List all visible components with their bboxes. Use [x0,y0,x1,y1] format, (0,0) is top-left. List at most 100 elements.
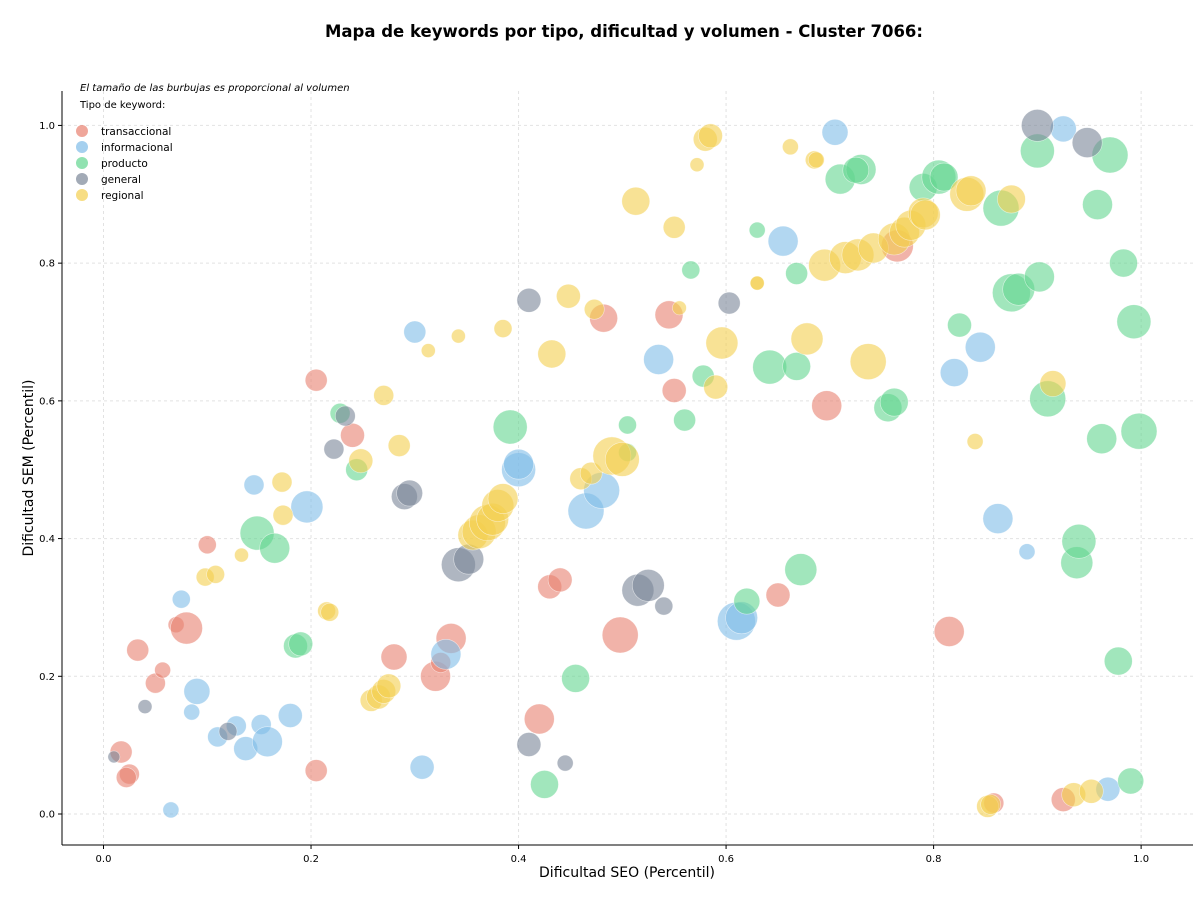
bubble-regional [966,433,984,450]
x-ticks: 0.0 0.2 0.4 0.6 0.8 1.0 [96,845,1149,865]
bubble-producto [748,221,766,239]
bubble-informacional [162,801,180,819]
size-note: El tamaño de las burbujas es proporciona… [80,83,350,94]
bubble-general [1071,127,1103,158]
bubble-regional [271,471,293,493]
bubble-producto [681,260,701,280]
bubble-informacional [767,225,799,257]
bubble-informacional [643,344,674,375]
bubble-general [516,287,542,313]
bubble-producto [1061,523,1097,559]
bubble-producto [1104,646,1133,676]
x-tick-label: 0.8 [926,854,942,865]
bubble-producto [259,532,291,564]
x-tick-label: 1.0 [1133,854,1149,865]
bubble-general [323,438,345,460]
bubble-informacional [183,678,211,705]
bubble-informacional [939,358,969,387]
bubble-general [218,722,238,741]
bubble-regional [997,184,1026,214]
y-tick-label: 0.2 [39,672,55,683]
bubble-producto [1116,304,1152,340]
bubble-producto [733,587,761,615]
bubble-informacional [821,119,849,146]
bubble-informacional [290,490,324,524]
bubble-regional [807,151,825,169]
bubble-transaccional [340,422,365,448]
bubble-transaccional [547,567,573,593]
bubble-informacional [183,703,200,721]
bubble-regional [980,794,1002,815]
legend-label-general: general [101,174,141,186]
bubble-transaccional [765,582,791,608]
bubble-informacional [243,474,265,496]
bubble-regional [493,319,513,338]
legend-marker-transaccional [76,125,88,137]
bubble-regional [1039,370,1067,397]
bubble-producto [530,770,559,799]
bubble-producto [1117,767,1144,795]
bubble-regional [689,157,705,172]
bubble-informacional [1018,543,1036,561]
legend-marker-regional [76,189,88,201]
bubble-informacional [982,503,1014,534]
bubble-transaccional [811,390,843,422]
bubble-transaccional [933,616,965,647]
bubble-producto [618,415,637,435]
bubble-regional [537,339,567,369]
bubble-informacional [277,703,303,728]
bubble-transaccional [380,643,408,671]
bubble-producto [752,349,788,385]
bubble-producto [785,262,808,285]
bubble-regional [420,343,436,358]
legend-label-producto: producto [101,158,148,170]
bubble-transaccional [304,368,328,392]
bubble-regional [583,298,605,320]
legend-marker-producto [76,157,88,169]
y-axis-label: Dificultad SEM (Percentil) [21,380,37,557]
legend-marker-general [76,173,88,185]
bubble-transaccional [523,703,555,735]
bubble-informacional [964,331,996,363]
bubble-informacional [403,320,427,344]
bubbles [107,109,1158,819]
bubble-producto [784,553,818,586]
y-tick-label: 1.0 [39,121,55,132]
x-tick-label: 0.6 [718,854,734,865]
bubble-informacional [1050,115,1077,143]
bubble-regional [849,343,887,380]
bubble-transaccional [126,638,149,662]
bubble-producto [1120,412,1158,450]
bubble-general [396,479,423,507]
series-regional [195,123,1104,818]
bubble-transaccional [601,616,639,654]
bubble-regional [782,138,799,156]
series-general [107,109,1103,772]
bubble-regional [387,434,411,457]
bubble-producto [492,409,528,445]
bubble-producto [1082,189,1113,220]
bubble-regional [705,326,739,360]
bubble-regional [320,602,340,622]
bubble-regional [373,385,395,406]
bubble-producto [947,312,972,338]
bubble-transaccional [661,378,687,403]
y-ticks: 0.0 0.2 0.4 0.6 0.8 1.0 [39,121,62,821]
bubble-general [107,750,121,764]
bubble-informacional [503,448,534,480]
y-tick-label: 0.6 [39,396,55,407]
bubble-regional [790,322,824,356]
y-tick-label: 0.8 [39,259,55,270]
bubble-general [717,291,741,315]
chart-title: Mapa de keywords por tipo, dificultad y … [325,22,923,41]
y-tick-label: 0.4 [39,534,55,545]
bubble-regional [672,300,687,316]
bubble-general [137,699,153,714]
legend-marker-informacional [76,141,88,153]
bubble-regional [621,186,651,216]
bubble-regional [206,565,225,584]
bubble-general [556,754,574,772]
bubble-general [631,569,665,602]
bubble-regional [556,283,581,309]
